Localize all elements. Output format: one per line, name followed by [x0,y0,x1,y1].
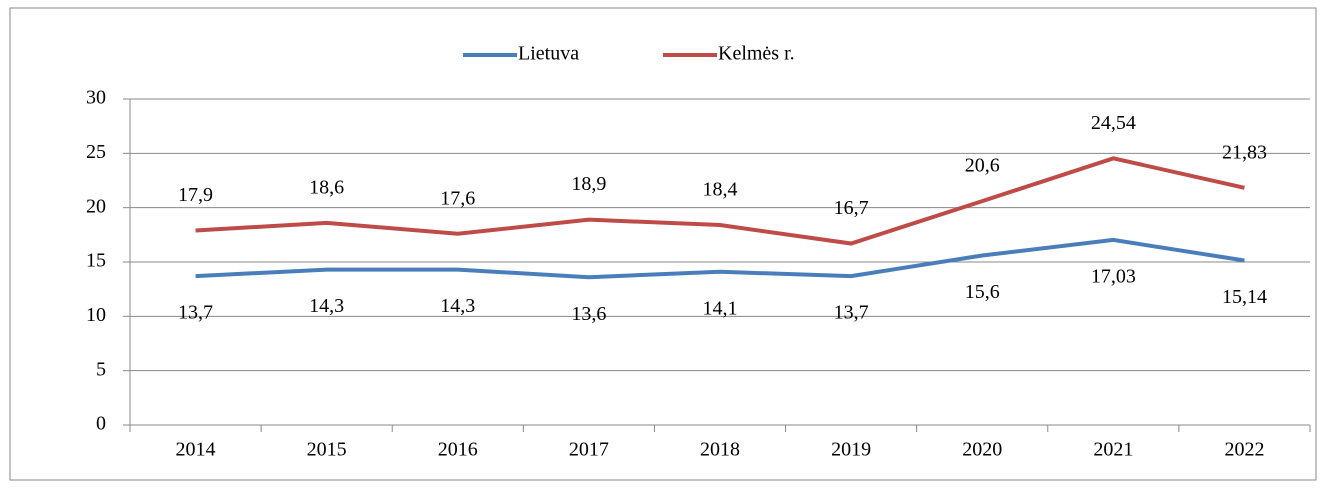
chart-frame [9,7,1317,481]
data-label: 17,03 [1091,266,1136,288]
x-tick-label: 2022 [1224,439,1264,461]
data-label: 18,9 [571,173,606,195]
y-tick-label: 10 [86,304,106,326]
data-label: 18,6 [309,176,344,198]
y-tick-label: 20 [86,195,106,217]
data-label: 24,54 [1091,112,1136,134]
x-tick-label: 2015 [307,439,347,461]
data-label: 21,83 [1222,141,1267,163]
data-label: 13,7 [834,302,869,324]
data-label: 17,6 [440,187,475,209]
x-tick-label: 2019 [831,439,871,461]
legend-label: Kelmės r. [718,43,795,65]
data-label: 18,4 [703,179,738,201]
data-label: 16,7 [834,197,869,219]
data-label: 15,6 [965,281,1000,303]
x-tick-label: 2018 [700,439,740,461]
x-tick-label: 2020 [962,439,1002,461]
x-tick-label: 2014 [176,439,216,461]
data-label: 14,1 [703,297,738,319]
x-tick-label: 2016 [438,439,478,461]
data-label: 13,7 [178,302,213,324]
x-tick-label: 2017 [569,439,609,461]
y-tick-label: 25 [86,141,106,163]
legend-label: Lietuva [518,43,579,65]
series-line [195,237,1245,280]
data-label: 13,6 [571,303,606,325]
data-label: 17,9 [178,184,213,206]
data-label: 14,3 [440,295,475,317]
y-tick-label: 5 [96,358,106,380]
data-label: 14,3 [309,295,344,317]
data-label: 15,14 [1222,286,1267,308]
series-line [195,156,1245,246]
y-tick-label: 30 [86,87,106,109]
y-tick-label: 0 [96,413,106,435]
x-tick-label: 2021 [1093,439,1133,461]
y-tick-label: 15 [86,250,106,272]
data-label: 20,6 [965,155,1000,177]
